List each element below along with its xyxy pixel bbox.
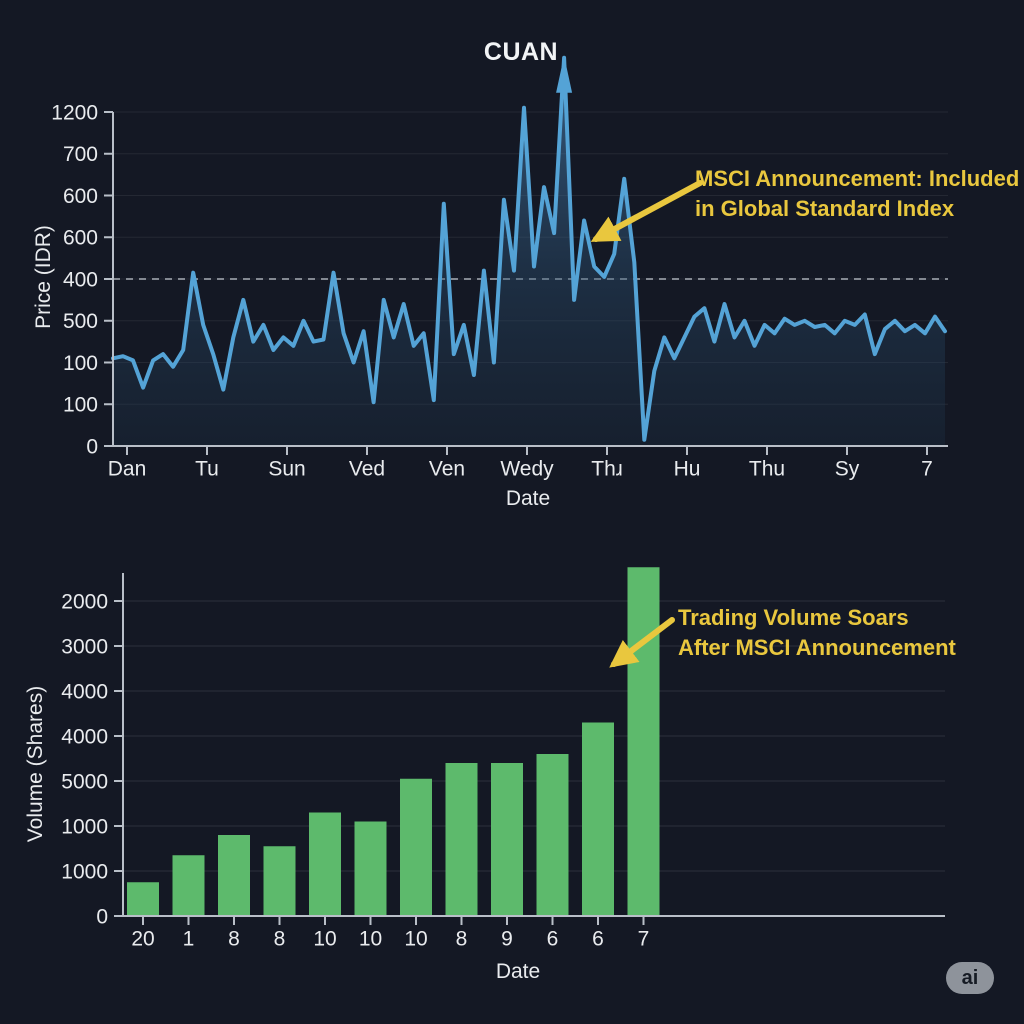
volume-y-tick-label: 0 [96, 905, 108, 928]
volume-bar [309, 812, 341, 916]
volume-bar [354, 821, 387, 916]
price-y-tick-label: 0 [86, 435, 98, 458]
volume-x-tick-label: 6 [547, 927, 559, 950]
volume-bar [218, 835, 250, 916]
price-x-tick-label: Sy [835, 457, 860, 480]
price-y-tick-label: 1200 [51, 101, 98, 124]
price-chart-title: CUAN [483, 38, 559, 66]
volume-y-tick-label: 4000 [61, 680, 108, 703]
volume-bar [627, 567, 660, 916]
price-x-tick-label: 7 [921, 457, 933, 480]
volume-annotation-arrow-icon [609, 617, 675, 668]
price-y-tick-label: 100 [63, 394, 98, 417]
volume-x-tick-label: 9 [501, 927, 513, 950]
volume-bar [127, 882, 159, 916]
price-y-tick-label: 100 [63, 352, 98, 375]
price-y-tick-label: 700 [63, 143, 98, 166]
volume-bar [536, 754, 569, 916]
ai-badge-label: ai [961, 967, 979, 989]
volume-x-tick-label: 8 [228, 927, 240, 950]
price-chart: 0 100 100 500 400 600 600 700 1200 Dan Tu Sun Ved Ven… [51, 55, 948, 480]
volume-y-tick-label: 4000 [61, 725, 108, 748]
msci-annotation-arrow-icon [590, 180, 703, 242]
price-x-tick-label: Hu [674, 457, 701, 480]
volume-x-tick-label: 10 [313, 927, 336, 950]
volume-y-tick-label: 3000 [61, 635, 108, 658]
volume-y-tick-label: 2000 [61, 590, 108, 613]
volume-y-tick-label: 5000 [61, 770, 108, 793]
volume-bar [445, 763, 478, 916]
price-x-tick-label: Ved [349, 457, 385, 480]
price-x-axis-title: Date [505, 487, 551, 510]
volume-x-tick-label: 6 [592, 927, 604, 950]
price-x-tick-label: Wedy [500, 457, 554, 480]
msci-annotation-line1: MSCI Announcement: Included [695, 166, 1020, 191]
volume-x-tick-label: 1 [183, 927, 195, 950]
price-x-tick-label: Sun [268, 457, 305, 480]
volume-x-tick-label: 20 [131, 927, 154, 950]
msci-annotation-line2: in Global Standard Index [695, 196, 955, 221]
volume-x-tick-label: 7 [638, 927, 650, 950]
price-area-fill [113, 57, 945, 446]
price-x-tick-label: Dan [108, 457, 147, 480]
msci-annotation: MSCI Announcement: Included in Global St… [695, 164, 1019, 224]
volume-y-axis-title: Volume (Shares) [24, 685, 47, 843]
volume-chart: 0 1000 1000 5000 4000 4000 3000 2000 20 1 8 8 10 10 10… [61, 567, 945, 950]
volume-bar [582, 722, 614, 916]
volume-bar [172, 855, 205, 916]
volume-y-tick-label: 1000 [61, 815, 108, 838]
price-y-tick-label: 500 [63, 310, 98, 333]
price-y-tick-label: 600 [63, 227, 98, 250]
volume-annotation: Trading Volume Soars After MSCI Announce… [678, 603, 956, 663]
price-y-tick-label: 600 [63, 185, 98, 208]
volume-bar [263, 846, 296, 916]
price-spike-arrowhead-icon [556, 55, 573, 93]
price-y-tick-label: 400 [63, 268, 98, 291]
volume-x-tick-label: 8 [456, 927, 468, 950]
price-x-tick-label: Ven [429, 457, 465, 480]
volume-x-tick-label: 10 [359, 927, 382, 950]
price-x-tick-label: Thu [749, 457, 785, 480]
price-y-axis-title: Price (IDR) [32, 225, 55, 329]
volume-y-tick-label: 1000 [61, 860, 108, 883]
price-x-tick-label: Tu [195, 457, 219, 480]
volume-x-axis-title: Date [495, 960, 541, 983]
price-x-tick-label: Thɹ [591, 457, 623, 480]
volume-x-tick-label: 8 [274, 927, 286, 950]
volume-bar [491, 763, 523, 916]
volume-annotation-line2: After MSCI Announcement [678, 635, 956, 660]
ai-watermark-badge: ai [946, 962, 994, 994]
volume-bar [400, 778, 432, 916]
volume-annotation-line1: Trading Volume Soars [678, 605, 909, 630]
volume-x-tick-label: 10 [404, 927, 427, 950]
price-line-series [111, 55, 947, 442]
